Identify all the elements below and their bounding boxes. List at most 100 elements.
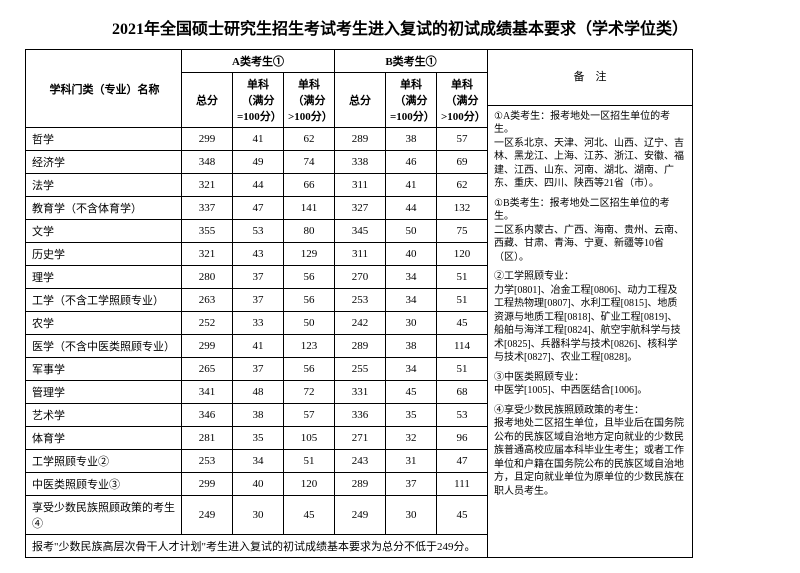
table-row: 哲学29941622893857 [26, 128, 488, 151]
cell-subject: 医学（不含中医类照顾专业） [26, 335, 182, 358]
cell-subject: 体育学 [26, 427, 182, 450]
cell-value: 49 [233, 151, 284, 174]
table-row: 教育学（不含体育学）3374714132744132 [26, 197, 488, 220]
cell-value: 355 [182, 220, 233, 243]
cell-value: 43 [233, 243, 284, 266]
cell-value: 289 [335, 128, 386, 151]
cell-subject: 管理学 [26, 381, 182, 404]
note-1a: ①A类考生：报考地处一区招生单位的考生。 一区系北京、天津、河北、山西、辽宁、吉… [494, 110, 686, 191]
cell-subject: 理学 [26, 266, 182, 289]
cell-value: 321 [182, 243, 233, 266]
table-wrap: 学科门类（专业）名称 A类考生① B类考生① 总分 单科（满分=100分） 单科… [25, 49, 488, 558]
cell-value: 289 [335, 335, 386, 358]
cell-value: 129 [284, 243, 335, 266]
cell-value: 56 [284, 266, 335, 289]
col-subject: 学科门类（专业）名称 [26, 50, 182, 128]
cell-value: 74 [284, 151, 335, 174]
cell-subject: 历史学 [26, 243, 182, 266]
cell-value: 44 [233, 174, 284, 197]
cell-value: 75 [437, 220, 488, 243]
cell-subject: 农学 [26, 312, 182, 335]
table-row: 军事学26537562553451 [26, 358, 488, 381]
col-a-sgt100: 单科（满分>100分） [284, 73, 335, 128]
cell-value: 51 [437, 289, 488, 312]
cell-subject: 中医类照顾专业③ [26, 473, 182, 496]
table-row: 艺术学34638573363553 [26, 404, 488, 427]
cell-value: 243 [335, 450, 386, 473]
table-row: 体育学281351052713296 [26, 427, 488, 450]
cell-subject: 经济学 [26, 151, 182, 174]
cell-value: 120 [284, 473, 335, 496]
cell-value: 41 [386, 174, 437, 197]
cell-value: 299 [182, 128, 233, 151]
cell-subject: 军事学 [26, 358, 182, 381]
cell-value: 50 [386, 220, 437, 243]
cell-value: 34 [386, 358, 437, 381]
cell-value: 46 [386, 151, 437, 174]
cell-subject: 教育学（不含体育学） [26, 197, 182, 220]
note-4: ④享受少数民族照顾政策的考生： 报考地处二区招生单位，且毕业后在国务院公布的民族… [494, 404, 686, 499]
cell-value: 299 [182, 473, 233, 496]
note-1b: ①B类考生：报考地处二区招生单位的考生。 二区系内蒙古、广西、海南、贵州、云南、… [494, 197, 686, 265]
cell-value: 331 [335, 381, 386, 404]
col-catA: A类考生① [182, 50, 335, 73]
col-a-total: 总分 [182, 73, 233, 128]
cell-value: 346 [182, 404, 233, 427]
cell-value: 62 [284, 128, 335, 151]
cell-value: 44 [386, 197, 437, 220]
cell-value: 105 [284, 427, 335, 450]
cell-value: 141 [284, 197, 335, 220]
cell-value: 56 [284, 358, 335, 381]
cell-value: 37 [386, 473, 437, 496]
table-row: 中医类照顾专业③2994012028937111 [26, 473, 488, 496]
footnote: 报考"少数民族高层次骨干人才计划"考生进入复试的初试成绩基本要求为总分不低于24… [25, 535, 488, 558]
cell-value: 114 [437, 335, 488, 358]
note-2: ②工学照顾专业： 力学[0801]、冶金工程[0806]、动力工程及工程热物理[… [494, 270, 686, 365]
col-catB: B类考生① [335, 50, 488, 73]
cell-subject: 法学 [26, 174, 182, 197]
header-row-1: 学科门类（专业）名称 A类考生① B类考生① [26, 50, 488, 73]
cell-value: 281 [182, 427, 233, 450]
cell-value: 242 [335, 312, 386, 335]
cell-value: 45 [437, 496, 488, 535]
cell-value: 253 [182, 450, 233, 473]
cell-value: 37 [233, 289, 284, 312]
cell-value: 37 [233, 358, 284, 381]
cell-value: 120 [437, 243, 488, 266]
cell-value: 35 [233, 427, 284, 450]
table-row: 法学32144663114162 [26, 174, 488, 197]
cell-value: 249 [182, 496, 233, 535]
cell-value: 57 [437, 128, 488, 151]
cell-value: 111 [437, 473, 488, 496]
cell-subject: 文学 [26, 220, 182, 243]
cell-value: 280 [182, 266, 233, 289]
score-table: 学科门类（专业）名称 A类考生① B类考生① 总分 单科（满分=100分） 单科… [25, 49, 488, 535]
cell-value: 45 [437, 312, 488, 335]
main-layout: 学科门类（专业）名称 A类考生① B类考生① 总分 单科（满分=100分） 单科… [25, 49, 775, 558]
cell-value: 37 [233, 266, 284, 289]
table-row: 享受少数民族照顾政策的考生④24930452493045 [26, 496, 488, 535]
cell-value: 338 [335, 151, 386, 174]
table-row: 管理学34148723314568 [26, 381, 488, 404]
table-row: 医学（不含中医类照顾专业）2994112328938114 [26, 335, 488, 358]
cell-value: 35 [386, 404, 437, 427]
page-title: 2021年全国硕士研究生招生考试考生进入复试的初试成绩基本要求（学术学位类） [25, 15, 775, 39]
cell-value: 252 [182, 312, 233, 335]
cell-value: 45 [284, 496, 335, 535]
cell-value: 253 [335, 289, 386, 312]
table-row: 理学28037562703451 [26, 266, 488, 289]
cell-value: 41 [233, 335, 284, 358]
cell-value: 34 [386, 289, 437, 312]
cell-value: 31 [386, 450, 437, 473]
col-a-s100: 单科（满分=100分） [233, 73, 284, 128]
cell-value: 38 [233, 404, 284, 427]
cell-value: 32 [386, 427, 437, 450]
table-row: 历史学3214312931140120 [26, 243, 488, 266]
cell-value: 51 [437, 358, 488, 381]
cell-subject: 哲学 [26, 128, 182, 151]
notes-header: 备 注 [488, 50, 692, 106]
cell-subject: 工学（不含工学照顾专业） [26, 289, 182, 312]
table-row: 经济学34849743384669 [26, 151, 488, 174]
notes-panel: 备 注 ①A类考生：报考地处一区招生单位的考生。 一区系北京、天津、河北、山西、… [488, 49, 693, 558]
cell-value: 348 [182, 151, 233, 174]
